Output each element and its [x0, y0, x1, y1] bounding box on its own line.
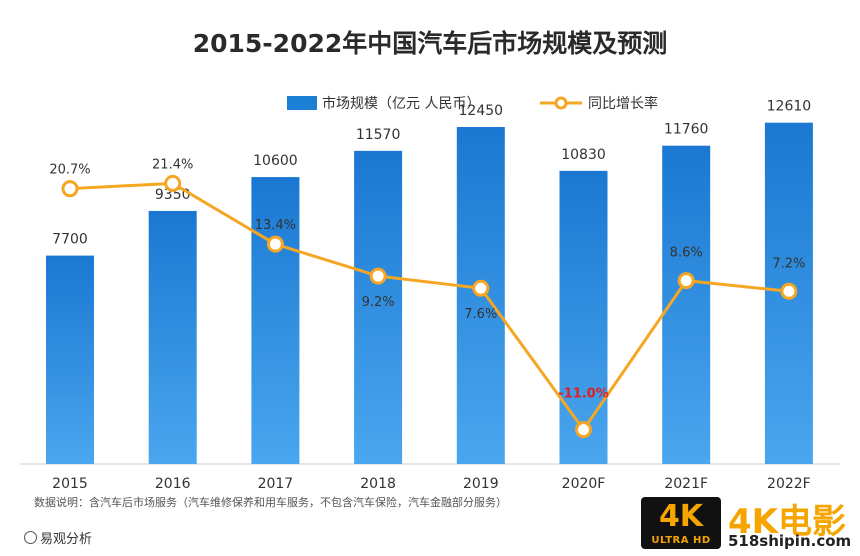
bar-value-label: 11760 [664, 122, 709, 138]
growth-value-label: 21.4% [152, 157, 193, 172]
growth-line [69, 181, 790, 433]
growth-value-label: -11.0% [558, 387, 609, 402]
x-tick-label: 2020F [562, 476, 606, 492]
growth-point [575, 421, 592, 439]
brand-icon [24, 531, 37, 544]
bar [46, 255, 94, 464]
growth-value-label: 8.6% [670, 246, 703, 261]
bar [354, 150, 403, 464]
legend-line-marker [554, 96, 568, 110]
growth-point [369, 267, 387, 285]
growth-point [472, 279, 490, 297]
bar-value-label: 11570 [356, 127, 401, 143]
x-tick-label: 2019 [463, 476, 499, 492]
growth-point [677, 272, 695, 290]
bar [251, 177, 300, 465]
bar-value-label: 9350 [155, 187, 191, 203]
growth-value-label: 20.7% [49, 163, 90, 178]
x-tick-label: 2021F [664, 476, 708, 492]
chart-title: 2015-2022年中国汽车后市场规模及预测 [193, 29, 668, 58]
watermark-url: 518shipin.com [728, 532, 852, 550]
bar [559, 170, 608, 465]
bar-value-label: 7700 [52, 232, 88, 248]
growth-point [164, 174, 182, 192]
brand-logo: 易观分析 [24, 528, 92, 547]
watermark-badge-main: 4K [658, 499, 704, 534]
legend: 市场规模（亿元 人民币） 同比增长率 [287, 95, 658, 112]
x-tick-label: 2016 [155, 476, 191, 492]
bar-value-label: 10830 [561, 147, 606, 163]
bar-value-label: 12610 [767, 99, 812, 115]
bar-value-label: 10600 [253, 153, 298, 169]
growth-point [61, 180, 79, 198]
legend-bar-label: 市场规模（亿元 人民币） [322, 95, 480, 112]
watermark-badge: 4K ULTRA HD [641, 497, 721, 549]
legend-line-label: 同比增长率 [588, 95, 658, 112]
growth-value-label: 7.2% [772, 256, 805, 271]
growth-value-label: 13.4% [255, 218, 296, 233]
footnote: 数据说明：含汽车后市场服务（汽车维修保养和用车服务，不包含汽车保险，汽车金融部分… [34, 496, 507, 509]
growth-value-label: 9.2% [362, 295, 395, 310]
bar-value-label: 12450 [459, 103, 504, 119]
x-tick-label: 2022F [767, 476, 811, 492]
watermark-name: 4K电影 [728, 502, 847, 542]
x-tick-label: 2017 [258, 476, 294, 492]
growth-point [780, 282, 798, 300]
x-tick-label: 2018 [360, 476, 396, 492]
bar [148, 210, 197, 464]
brand-name: 易观分析 [40, 532, 93, 547]
x-tick-label: 2015 [52, 476, 88, 492]
growth-point [266, 235, 284, 253]
legend-bar-swatch [287, 96, 317, 110]
growth-value-label: 7.6% [464, 307, 497, 322]
watermark-badge-sub: ULTRA HD [651, 535, 711, 546]
